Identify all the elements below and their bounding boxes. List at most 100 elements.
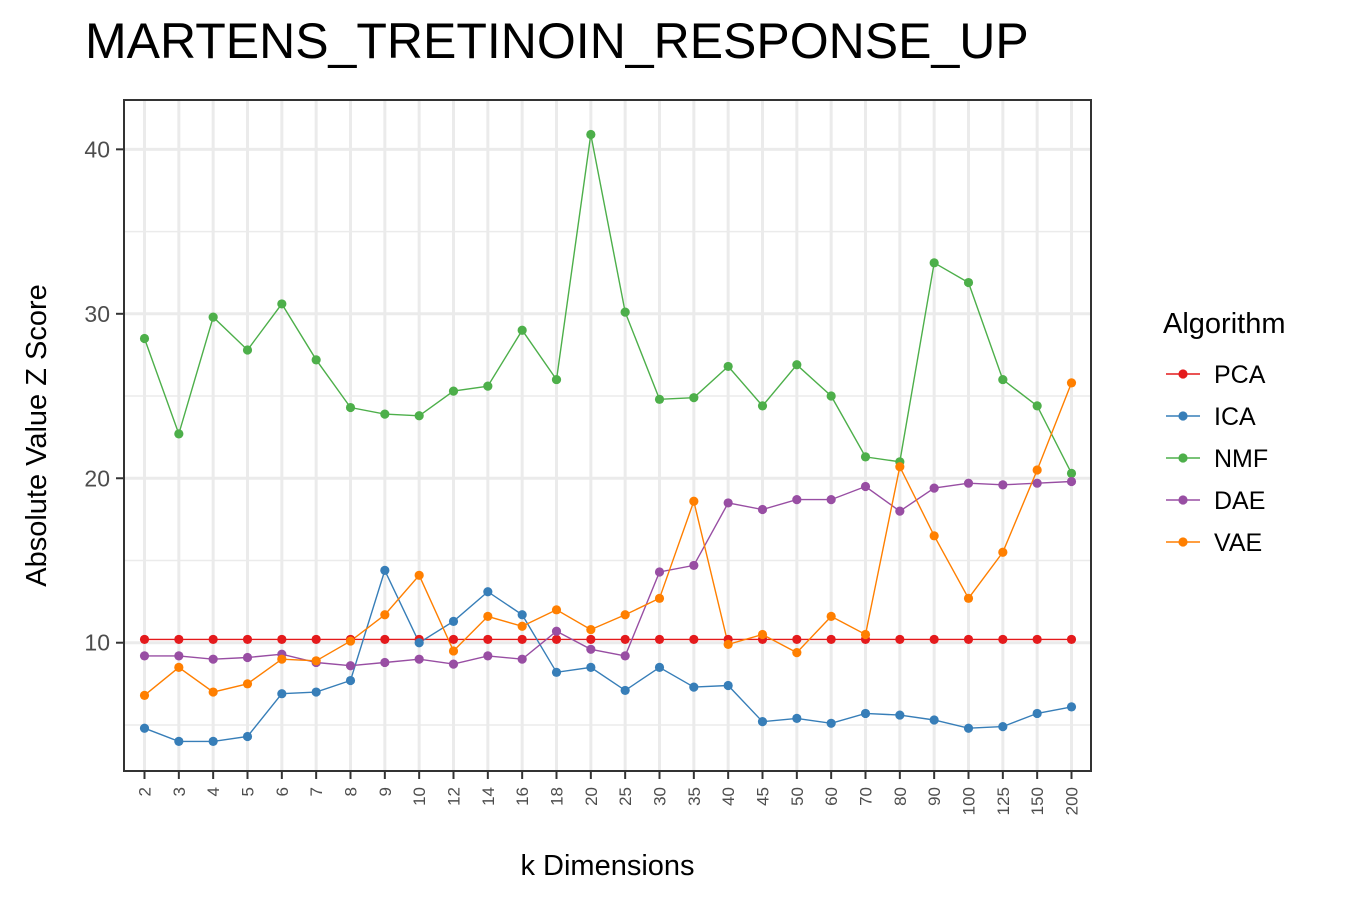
point-nmf <box>1066 468 1077 478</box>
point-dae <box>551 626 562 636</box>
point-dae <box>517 654 527 664</box>
point-ica <box>1032 708 1042 719</box>
point-pca <box>929 634 939 645</box>
point-pca <box>139 634 150 645</box>
point-ica <box>860 708 871 719</box>
x-tick-label: 5 <box>239 787 258 796</box>
x-tick-label: 100 <box>960 787 979 815</box>
point-nmf <box>208 312 218 322</box>
point-pca <box>826 634 836 645</box>
major-grid <box>124 100 1091 771</box>
point-nmf <box>139 333 150 344</box>
point-vae <box>448 646 459 656</box>
point-ica <box>826 718 836 728</box>
point-pca <box>311 634 321 645</box>
point-pca <box>174 634 184 645</box>
y-axis: 10 20 30 40 <box>84 136 124 656</box>
series-line-ica <box>144 568 1072 743</box>
x-tick-label: 50 <box>788 787 807 806</box>
legend-label-vae: VAE <box>1214 529 1262 557</box>
point-pca <box>1032 634 1042 645</box>
y-tick-label: 20 <box>84 465 110 491</box>
point-dae <box>380 657 390 668</box>
point-vae <box>139 690 150 700</box>
point-pca <box>620 634 630 645</box>
point-ica <box>380 565 390 575</box>
point-ica <box>414 638 424 648</box>
point-pca <box>448 634 459 645</box>
point-ica <box>345 675 356 686</box>
point-nmf <box>620 307 630 317</box>
point-dae <box>792 495 802 505</box>
y-tick-label: 10 <box>84 630 110 656</box>
point-vae <box>792 647 802 658</box>
point-dae <box>174 651 184 661</box>
point-ica <box>448 616 459 626</box>
legend-label-ica: ICA <box>1214 403 1256 431</box>
point-nmf <box>757 401 768 411</box>
point-pca <box>586 634 596 645</box>
point-ica <box>311 687 321 697</box>
point-vae <box>689 496 699 506</box>
legend-label-nmf: NMF <box>1214 445 1268 473</box>
point-pca <box>380 634 390 645</box>
point-dae <box>448 659 459 669</box>
point-nmf <box>380 409 390 419</box>
point-pca <box>551 634 562 645</box>
point-dae <box>654 567 665 577</box>
point-pca <box>895 634 905 645</box>
point-nmf <box>551 374 562 385</box>
point-vae <box>483 611 493 622</box>
x-tick-label: 45 <box>754 787 773 806</box>
point-vae <box>414 570 424 580</box>
point-vae <box>311 656 321 666</box>
point-dae <box>586 644 596 654</box>
x-axis-title: k Dimensions <box>520 850 694 882</box>
point-dae <box>1032 478 1042 488</box>
x-tick-label: 6 <box>273 787 292 796</box>
point-nmf <box>792 360 802 370</box>
series-line-nmf <box>143 134 1073 474</box>
point-ica <box>517 610 527 620</box>
point-ica <box>242 731 253 742</box>
point-vae <box>277 654 287 664</box>
point-nmf <box>860 452 871 462</box>
point-dae <box>895 506 905 516</box>
point-nmf <box>414 411 424 421</box>
series-line-dae <box>144 480 1072 667</box>
point-dae <box>689 560 699 571</box>
point-dae <box>998 480 1008 490</box>
point-ica <box>139 723 150 733</box>
point-ica <box>963 723 974 733</box>
point-pca <box>792 634 802 645</box>
legend-title: Algorithm <box>1163 308 1286 340</box>
x-tick-label: 4 <box>204 787 223 796</box>
point-nmf <box>654 394 665 404</box>
point-dae <box>242 652 253 663</box>
point-ica <box>757 717 768 727</box>
point-dae <box>345 661 356 671</box>
point-vae <box>654 593 665 603</box>
point-ica <box>551 667 562 677</box>
point-pca <box>689 634 699 645</box>
point-ica <box>483 587 493 597</box>
point-dae <box>860 481 871 492</box>
point-vae <box>620 610 630 620</box>
point-nmf <box>277 299 287 309</box>
point-nmf <box>242 345 253 355</box>
point-nmf <box>998 374 1008 385</box>
x-tick-label: 3 <box>170 787 189 796</box>
point-ica <box>723 680 733 691</box>
x-tick-label: 14 <box>479 787 498 806</box>
point-ica <box>998 721 1008 732</box>
x-tick-label: 125 <box>994 787 1013 815</box>
point-pca <box>483 634 493 645</box>
point-vae <box>998 547 1008 557</box>
point-ica <box>792 713 802 723</box>
point-dae <box>929 483 939 493</box>
y-tick-label: 30 <box>84 301 110 327</box>
point-pca <box>517 634 527 645</box>
point-ica <box>586 662 596 672</box>
point-dae <box>208 654 218 664</box>
x-tick-label: 90 <box>925 787 944 806</box>
